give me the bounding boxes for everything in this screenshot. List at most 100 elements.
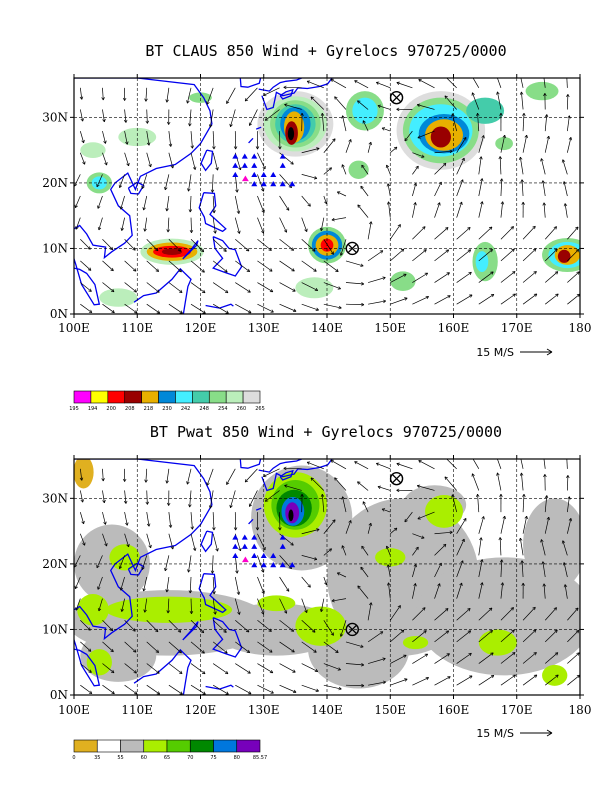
wind-arrow bbox=[164, 174, 170, 190]
wind-arrow bbox=[434, 295, 451, 305]
wind-arrowhead bbox=[354, 80, 358, 84]
wind-arrowhead bbox=[307, 584, 311, 588]
y-tick-label: 10N bbox=[42, 622, 68, 636]
wind-arrowhead bbox=[283, 466, 287, 471]
wind-arrowhead bbox=[332, 138, 336, 142]
wind-arrowhead bbox=[244, 98, 249, 102]
wind-arrowhead bbox=[386, 582, 391, 586]
wind-arrowhead bbox=[245, 248, 250, 252]
wind-arrowhead bbox=[148, 544, 152, 549]
coastline bbox=[248, 137, 254, 144]
wind-arrow bbox=[80, 282, 92, 292]
wind-arrowhead bbox=[544, 495, 549, 499]
wind-arrow bbox=[235, 641, 250, 653]
wind-arrowhead bbox=[554, 248, 558, 253]
wind-arrowhead bbox=[576, 652, 580, 656]
wind-arrowhead bbox=[418, 460, 422, 464]
wind-arrowhead bbox=[170, 165, 174, 169]
wind-arrowhead bbox=[148, 163, 152, 168]
wind-arrowhead bbox=[104, 543, 108, 547]
wind-arrowhead bbox=[186, 100, 190, 104]
wind-arrow bbox=[102, 239, 114, 251]
wind-arrowhead bbox=[422, 226, 426, 230]
obs-triangle bbox=[251, 552, 258, 559]
wind-arrow bbox=[412, 677, 429, 686]
wind-arrowhead bbox=[522, 493, 526, 497]
wind-arrow bbox=[357, 481, 369, 491]
wind-arrow bbox=[500, 201, 504, 218]
wind-arrowhead bbox=[143, 609, 147, 613]
wind-arrow bbox=[456, 538, 465, 556]
wind-arrow bbox=[345, 663, 364, 666]
wind-arrow bbox=[124, 663, 137, 674]
wind-arrow bbox=[265, 490, 280, 502]
obs-triangle bbox=[232, 153, 239, 159]
obs-triangle bbox=[232, 534, 239, 540]
wind-arrow bbox=[124, 152, 130, 166]
wind-arrowhead bbox=[421, 535, 425, 539]
wind-arrow bbox=[500, 226, 514, 240]
wind-arrowhead bbox=[81, 139, 85, 144]
pwat-cell bbox=[523, 498, 580, 591]
colorbar-swatch bbox=[175, 390, 193, 404]
wind-arrow bbox=[279, 238, 294, 251]
wind-arrowhead bbox=[316, 147, 320, 151]
cloud-cell bbox=[430, 126, 451, 148]
wind-arrowhead bbox=[467, 227, 471, 231]
wind-arrowhead bbox=[133, 670, 137, 674]
colorbar-label: 265 bbox=[255, 406, 265, 412]
wind-arrow bbox=[230, 109, 236, 127]
wind-arrow bbox=[472, 78, 480, 89]
coastline bbox=[74, 609, 101, 687]
wind-arrowhead bbox=[417, 516, 421, 520]
colorbar-swatch bbox=[189, 739, 214, 753]
wind-arrowhead bbox=[379, 250, 384, 254]
wind-arrowhead bbox=[382, 276, 386, 280]
wind-arrow bbox=[412, 152, 425, 158]
y-tick-label: 20N bbox=[42, 557, 68, 571]
wind-arrow bbox=[279, 598, 287, 614]
wind-arrow bbox=[212, 512, 215, 531]
obs-triangle bbox=[279, 543, 286, 549]
wind-arrowhead bbox=[202, 310, 206, 314]
pwat-cell bbox=[77, 594, 109, 626]
wind-arrowhead bbox=[555, 293, 559, 297]
wind-arrowhead bbox=[334, 96, 338, 100]
gyre-cross bbox=[347, 624, 357, 634]
wind-arrow bbox=[98, 217, 103, 231]
wind-arrow bbox=[144, 598, 148, 613]
wind-arrowhead bbox=[213, 611, 217, 615]
wind-arrowhead bbox=[97, 586, 101, 590]
obs-triangle bbox=[241, 543, 248, 549]
wind-arrow bbox=[74, 555, 81, 568]
wind-arrowhead bbox=[313, 649, 317, 653]
wind-arrowhead bbox=[177, 629, 182, 633]
wind-arrowhead bbox=[177, 248, 182, 252]
wind-arrow bbox=[444, 476, 457, 491]
wind-arrow bbox=[367, 631, 384, 643]
wind-arrowhead bbox=[489, 249, 493, 253]
wind-arrowhead bbox=[499, 559, 504, 563]
wind-arrowhead bbox=[224, 670, 229, 675]
coastline bbox=[212, 617, 243, 658]
wind-arrowhead bbox=[246, 649, 251, 654]
wind-arrowhead bbox=[566, 94, 570, 98]
wind-arrowhead bbox=[248, 310, 252, 314]
wind-arrowhead bbox=[286, 207, 290, 211]
wind-arrow bbox=[478, 271, 494, 283]
wind-arrowhead bbox=[520, 560, 524, 564]
wind-arrowhead bbox=[467, 630, 472, 634]
wind-arrowhead bbox=[235, 570, 239, 574]
wind-arrow bbox=[310, 477, 325, 491]
wind-arrow bbox=[257, 260, 273, 272]
wind-arrow bbox=[146, 620, 159, 633]
wind-arrowhead bbox=[290, 247, 295, 251]
wind-arrowhead bbox=[80, 499, 84, 503]
wind-arrowhead bbox=[445, 227, 449, 231]
wind-arrow bbox=[212, 663, 229, 675]
wind-arrow bbox=[500, 652, 516, 664]
wind-arrow bbox=[212, 303, 229, 314]
wind-arrow bbox=[519, 538, 524, 556]
wind-arrow bbox=[544, 226, 557, 240]
wind-arrowhead bbox=[445, 608, 449, 612]
